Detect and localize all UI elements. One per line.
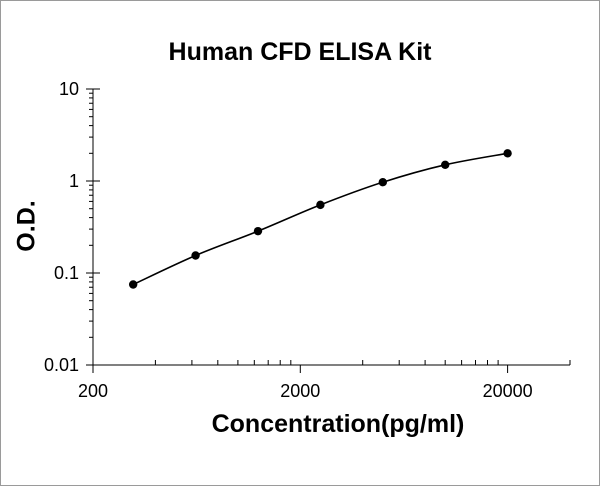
series-line: [132, 152, 508, 286]
chart-title: Human CFD ELISA Kit: [168, 38, 432, 66]
data-point: [128, 280, 138, 289]
data-point: [378, 178, 387, 187]
y-tick-label: 1: [69, 171, 79, 191]
y-tick-label: 0.01: [44, 355, 79, 375]
data-point: [440, 160, 450, 169]
y-tick-label: 10: [59, 79, 79, 99]
data-point: [316, 200, 325, 210]
x-tick-label: 200: [78, 381, 108, 401]
data-point: [253, 226, 263, 236]
data-point: [503, 149, 512, 158]
x-tick-label: 2000: [280, 381, 320, 401]
x-tick-label: 20000: [483, 381, 533, 401]
x-axis-title: Concentration(pg/ml): [211, 410, 465, 438]
data-point: [191, 251, 200, 260]
y-tick-label: 0.1: [54, 263, 79, 283]
